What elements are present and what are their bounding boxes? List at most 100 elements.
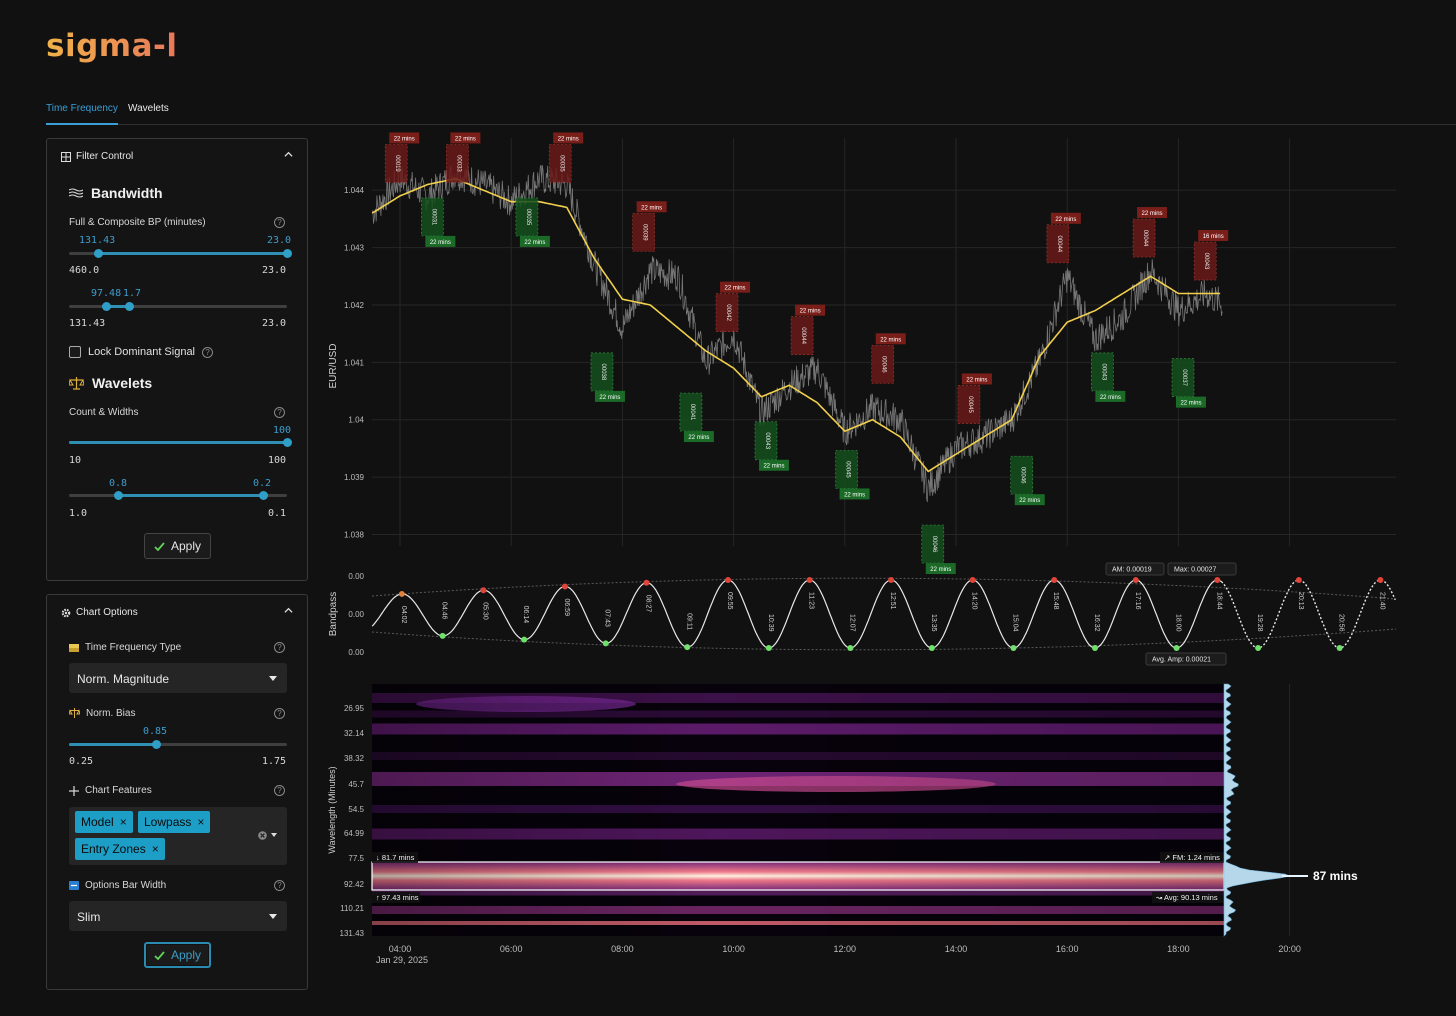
chart-features-multiselect[interactable]: Model × Lowpass × Entry Zones × bbox=[69, 807, 287, 865]
chip-label: Model bbox=[81, 815, 114, 829]
feature-chip-model[interactable]: Model × bbox=[75, 811, 133, 833]
tf-type-select[interactable]: Norm. Magnitude bbox=[69, 663, 287, 693]
norm-bias-slider[interactable] bbox=[69, 740, 287, 749]
remove-icon[interactable]: × bbox=[151, 842, 159, 856]
remove-icon[interactable]: × bbox=[119, 815, 127, 829]
zone-label-bg bbox=[594, 390, 625, 402]
tab-wavelets[interactable]: Wavelets bbox=[128, 103, 169, 114]
max-badge: Max: 0.00027 bbox=[1167, 562, 1237, 576]
zone-box bbox=[548, 144, 572, 183]
bandpass-panel: 0.00 0.00 0.00 04:02 05:30 06:59 08:27 09:55 11:… bbox=[348, 562, 1397, 666]
help-icon[interactable]: ? bbox=[274, 785, 285, 796]
zone-box bbox=[515, 197, 539, 237]
bar-width-label-row: Options Bar Width bbox=[69, 880, 166, 891]
feature-chip-lowpass[interactable]: Lowpass × bbox=[138, 811, 211, 833]
x-tick-label: 06:00 bbox=[500, 944, 523, 954]
slider-handle[interactable] bbox=[283, 438, 292, 447]
wavelength-tick-label: 45.7 bbox=[348, 780, 364, 789]
bar-width-select[interactable]: Slim bbox=[69, 901, 287, 931]
wavelength-tick-label: 64.99 bbox=[344, 829, 365, 838]
time-frequency-chart[interactable]: 1.044 1.043 1.042 1.041 1.04 1.039 1.038 EUR/U… bbox=[316, 128, 1456, 1016]
filter-apply-button[interactable]: Apply bbox=[144, 533, 211, 559]
chevron-up-icon[interactable] bbox=[284, 606, 293, 615]
zone-box bbox=[1193, 241, 1217, 281]
bp-range-slider-2[interactable] bbox=[69, 302, 287, 311]
peak-time-label: 21:40 bbox=[1378, 592, 1385, 610]
trough-marker bbox=[1173, 645, 1180, 651]
trough-time-label: 16:32 bbox=[1093, 614, 1100, 632]
zone-box bbox=[1010, 455, 1034, 495]
peak-marker bbox=[1051, 577, 1058, 583]
chevron-up-icon[interactable] bbox=[284, 150, 293, 159]
slider-handle-low[interactable] bbox=[102, 302, 111, 311]
zone-label-bg bbox=[795, 304, 826, 316]
bandpass-y-tick: 0.00 bbox=[348, 572, 364, 581]
spectrogram-y-axis-label: Wavelength (Minutes) bbox=[327, 766, 337, 853]
zone-id: 00046 bbox=[1020, 467, 1026, 484]
dropdown-caret-icon[interactable] bbox=[271, 833, 277, 838]
trough-time-label: 18:00 bbox=[1175, 614, 1182, 632]
badge-text: ↝ Avg: 90.13 mins bbox=[1156, 893, 1218, 902]
lock-checkbox[interactable] bbox=[69, 346, 81, 358]
tab-time-frequency[interactable]: Time Frequency bbox=[46, 103, 118, 125]
zone-label-bg bbox=[1175, 396, 1206, 408]
help-icon[interactable]: ? bbox=[274, 880, 285, 891]
check-icon bbox=[154, 950, 165, 960]
slider-handle-low[interactable] bbox=[94, 249, 103, 258]
zone-label-bg bbox=[1050, 212, 1081, 224]
count-slider[interactable] bbox=[69, 438, 292, 447]
width-range-slider[interactable] bbox=[69, 491, 287, 500]
zone-label-bg bbox=[389, 132, 420, 144]
peak-marker bbox=[643, 579, 650, 586]
filter-control-header[interactable]: Filter Control bbox=[61, 151, 133, 162]
slider-handle-high[interactable] bbox=[125, 302, 134, 311]
help-icon[interactable]: ? bbox=[202, 346, 214, 358]
chart-options-apply-button[interactable]: Apply bbox=[144, 942, 211, 968]
zone-id: 00043 bbox=[1203, 253, 1209, 270]
width-slider-low-value: 0.8 bbox=[109, 478, 128, 489]
slider-handle-low[interactable] bbox=[114, 491, 123, 500]
zone-label: 22 mins bbox=[688, 435, 709, 441]
lock-dominant-signal[interactable]: Lock Dominant Signal ? bbox=[69, 346, 214, 358]
help-icon[interactable]: ? bbox=[274, 407, 285, 418]
band-high-badge: ↑ 97.43 mins bbox=[372, 892, 420, 903]
trough-time-label: 04:46 bbox=[441, 602, 448, 620]
trough-time-label: 12:07 bbox=[848, 614, 855, 632]
help-icon[interactable]: ? bbox=[274, 642, 285, 653]
sell-entry-zone: 00035 22 mins bbox=[548, 132, 584, 183]
trough-marker bbox=[1010, 645, 1017, 651]
sell-entry-zone: 00044 22 mins bbox=[1046, 212, 1081, 264]
help-icon[interactable]: ? bbox=[274, 708, 285, 719]
buy-entry-zone: 00045 22 mins bbox=[835, 450, 870, 500]
zone-box bbox=[715, 293, 739, 333]
tf-type-label: Time Frequency Type bbox=[85, 642, 182, 653]
x-tick-label: 04:00 bbox=[389, 944, 412, 954]
zone-label: 22 mins bbox=[844, 492, 865, 498]
slider-handle[interactable] bbox=[152, 740, 161, 749]
zone-label-bg bbox=[1014, 494, 1045, 506]
chart-options-panel: Chart Options Time Frequency Type ? Norm… bbox=[46, 594, 308, 990]
bandpass-y-axis-label: Bandpass bbox=[328, 592, 339, 636]
trough-time-label: 15:04 bbox=[1011, 614, 1018, 632]
bp-range-slider-1[interactable] bbox=[69, 249, 292, 258]
badge-text: Max: 0.00027 bbox=[1174, 567, 1217, 574]
zone-box bbox=[790, 316, 814, 355]
peak-time-label: 14:20 bbox=[971, 592, 978, 610]
clear-icon[interactable] bbox=[258, 831, 267, 840]
zone-label: 22 mins bbox=[800, 309, 821, 315]
bandpass-projection bbox=[1223, 579, 1396, 649]
zone-id: 00044 bbox=[800, 327, 806, 344]
peak-marker bbox=[806, 577, 813, 583]
help-icon[interactable]: ? bbox=[274, 217, 285, 228]
norm-bias-max: 1.75 bbox=[262, 756, 287, 767]
slider-handle-high[interactable] bbox=[283, 249, 292, 258]
price-y-axis-label: EUR/USD bbox=[328, 343, 339, 388]
zone-label: 22 mins bbox=[1142, 211, 1163, 217]
chart-options-header[interactable]: Chart Options bbox=[61, 607, 138, 618]
remove-icon[interactable]: × bbox=[197, 815, 205, 829]
feature-chip-entry-zones[interactable]: Entry Zones × bbox=[75, 838, 165, 860]
norm-bias-value: 0.85 bbox=[143, 726, 168, 737]
buy-entry-zone: 00037 22 mins bbox=[1171, 358, 1206, 408]
slider-handle-high[interactable] bbox=[259, 491, 268, 500]
